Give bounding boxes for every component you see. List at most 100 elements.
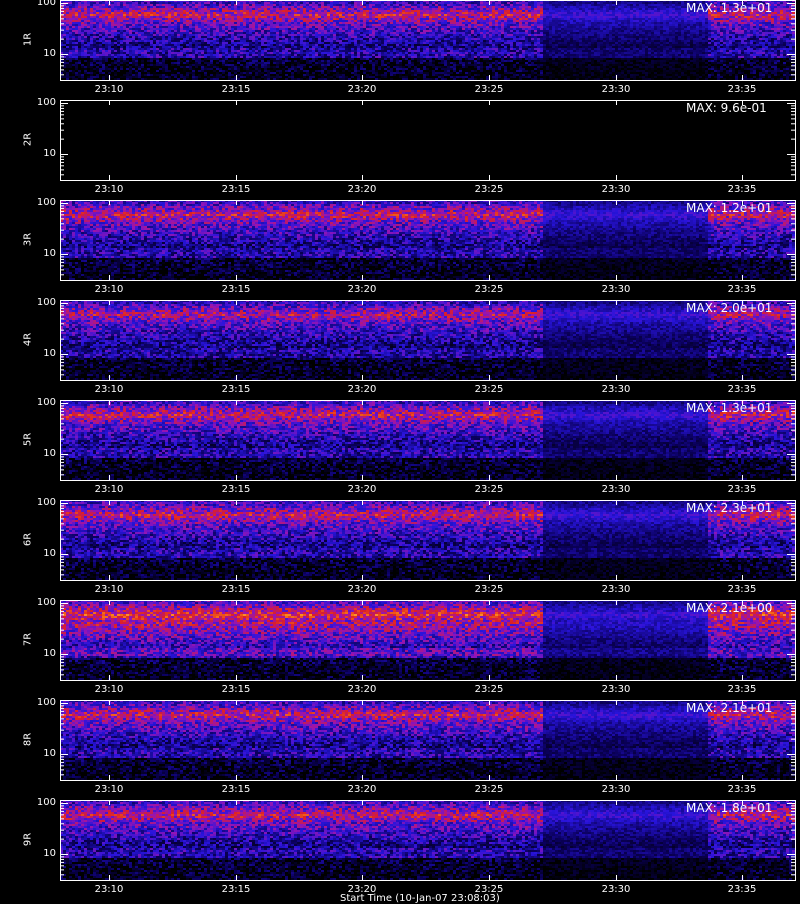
x-tick-label: 23:25 bbox=[474, 784, 504, 795]
y-tick-label: 100 bbox=[36, 297, 56, 308]
channel-label: 1R bbox=[22, 32, 34, 47]
channel-label: 2R bbox=[22, 132, 34, 147]
x-tick-label: 23:30 bbox=[601, 484, 631, 495]
y-tick-label: 100 bbox=[36, 797, 56, 808]
plot-frame bbox=[60, 500, 796, 581]
channel-label: 7R bbox=[22, 632, 34, 647]
plot-border bbox=[60, 800, 796, 881]
channel-label: 3R bbox=[22, 232, 34, 247]
spectrogram-2r bbox=[60, 100, 795, 180]
x-tick-label: 23:30 bbox=[601, 384, 631, 395]
x-tick-label: 23:35 bbox=[727, 484, 757, 495]
x-tick-label: 23:30 bbox=[601, 84, 631, 95]
x-tick-label: 23:30 bbox=[601, 184, 631, 195]
channel-label: 4R bbox=[22, 332, 34, 347]
panel-3r: 100 10 3R 23:10 23:15 23:20 23:25 23:30 23:35 MAX… bbox=[0, 197, 800, 300]
y-tick-label: 100 bbox=[36, 597, 56, 608]
plot-frame bbox=[60, 100, 796, 181]
y-tick-label: 10 bbox=[43, 348, 56, 359]
spectrogram-5r bbox=[60, 400, 795, 480]
x-tick-label: 23:20 bbox=[347, 284, 377, 295]
x-tick-label: 23:25 bbox=[474, 884, 504, 895]
x-tick-label: 23:35 bbox=[727, 84, 757, 95]
x-tick-label: 23:15 bbox=[221, 84, 251, 95]
x-tick-label: 23:10 bbox=[94, 784, 124, 795]
x-tick-label: 23:35 bbox=[727, 784, 757, 795]
panel-2r: 100 10 2R 23:10 23:15 23:20 23:25 23:30 23:35 MAX… bbox=[0, 97, 800, 200]
x-tick-label: 23:25 bbox=[474, 584, 504, 595]
spectrogram-7r bbox=[60, 600, 795, 680]
plot-border bbox=[60, 400, 796, 481]
panel-6r: 100 10 6R 23:10 23:15 23:20 23:25 23:30 23:35 MAX… bbox=[0, 497, 800, 600]
x-tick-label: 23:15 bbox=[221, 784, 251, 795]
y-tick-label: 10 bbox=[43, 548, 56, 559]
panel-7r: 100 10 7R 23:10 23:15 23:20 23:25 23:30 23:35 MAX… bbox=[0, 597, 800, 700]
y-tick-label: 100 bbox=[36, 197, 56, 208]
max-value-label: MAX: 2.3e+01 bbox=[686, 501, 773, 515]
y-tick-label: 10 bbox=[43, 48, 56, 59]
x-tick-label: 23:30 bbox=[601, 284, 631, 295]
max-value-label: MAX: 1.3e+01 bbox=[686, 401, 773, 415]
plot-frame bbox=[60, 200, 796, 281]
footer-start-time: Start Time (10-Jan-07 23:08:03) bbox=[340, 893, 500, 904]
panel-1r: 100 10 1R 23:10 23:15 23:20 23:25 23:30 23:35 MAX… bbox=[0, 0, 800, 100]
x-tick-label: 23:20 bbox=[347, 84, 377, 95]
plot-border bbox=[60, 300, 796, 381]
x-tick-label: 23:35 bbox=[727, 384, 757, 395]
x-tick-label: 23:15 bbox=[221, 684, 251, 695]
x-tick-label: 23:35 bbox=[727, 184, 757, 195]
x-tick-label: 23:10 bbox=[94, 684, 124, 695]
plot-border bbox=[60, 700, 796, 781]
y-tick-label: 100 bbox=[36, 0, 56, 8]
panel-8r: 100 10 8R 23:10 23:15 23:20 23:25 23:30 23:35 MAX… bbox=[0, 697, 800, 800]
plot-border bbox=[60, 100, 796, 181]
channel-label: 5R bbox=[22, 432, 34, 447]
x-tick-label: 23:15 bbox=[221, 184, 251, 195]
spectrogram-8r bbox=[60, 700, 795, 780]
spectrogram-4r bbox=[60, 300, 795, 380]
x-tick-label: 23:25 bbox=[474, 184, 504, 195]
x-tick-label: 23:20 bbox=[347, 484, 377, 495]
plot-border bbox=[60, 0, 796, 81]
channel-label: 8R bbox=[22, 732, 34, 747]
y-tick-label: 10 bbox=[43, 148, 56, 159]
channel-label: 6R bbox=[22, 532, 34, 547]
max-value-label: MAX: 2.1e+01 bbox=[686, 701, 773, 715]
spectrogram-6r bbox=[60, 500, 795, 580]
max-value-label: MAX: 1.8e+01 bbox=[686, 801, 773, 815]
x-tick-label: 23:10 bbox=[94, 484, 124, 495]
spectrogram-9r bbox=[60, 800, 795, 880]
spectrogram-1r bbox=[60, 0, 795, 80]
x-tick-label: 23:10 bbox=[94, 384, 124, 395]
x-tick-label: 23:15 bbox=[221, 384, 251, 395]
x-tick-label: 23:20 bbox=[347, 584, 377, 595]
x-tick-label: 23:25 bbox=[474, 284, 504, 295]
plot-border bbox=[60, 200, 796, 281]
x-tick-label: 23:25 bbox=[474, 684, 504, 695]
x-tick-label: 23:20 bbox=[347, 884, 377, 895]
y-tick-label: 100 bbox=[36, 97, 56, 108]
panel-9r: 100 10 9R 23:10 23:15 23:20 23:25 23:30 23:35 MAX… bbox=[0, 797, 800, 900]
y-tick-label: 10 bbox=[43, 748, 56, 759]
plot-frame bbox=[60, 600, 796, 681]
x-tick-label: 23:15 bbox=[221, 584, 251, 595]
x-tick-label: 23:25 bbox=[474, 484, 504, 495]
panel-5r: 100 10 5R 23:10 23:15 23:20 23:25 23:30 23:35 MAX… bbox=[0, 397, 800, 500]
x-tick-label: 23:10 bbox=[94, 584, 124, 595]
y-tick-label: 10 bbox=[43, 648, 56, 659]
y-tick-label: 10 bbox=[43, 848, 56, 859]
x-tick-label: 23:25 bbox=[474, 384, 504, 395]
plot-border bbox=[60, 500, 796, 581]
y-tick-label: 100 bbox=[36, 697, 56, 708]
channel-label: 9R bbox=[22, 832, 34, 847]
x-tick-label: 23:30 bbox=[601, 884, 631, 895]
x-tick-label: 23:10 bbox=[94, 284, 124, 295]
y-tick-label: 100 bbox=[36, 397, 56, 408]
plot-frame bbox=[60, 0, 796, 81]
y-tick-label: 10 bbox=[43, 248, 56, 259]
x-tick-label: 23:15 bbox=[221, 884, 251, 895]
x-tick-label: 23:20 bbox=[347, 384, 377, 395]
x-tick-label: 23:30 bbox=[601, 784, 631, 795]
y-tick-label: 10 bbox=[43, 448, 56, 459]
x-tick-label: 23:30 bbox=[601, 684, 631, 695]
